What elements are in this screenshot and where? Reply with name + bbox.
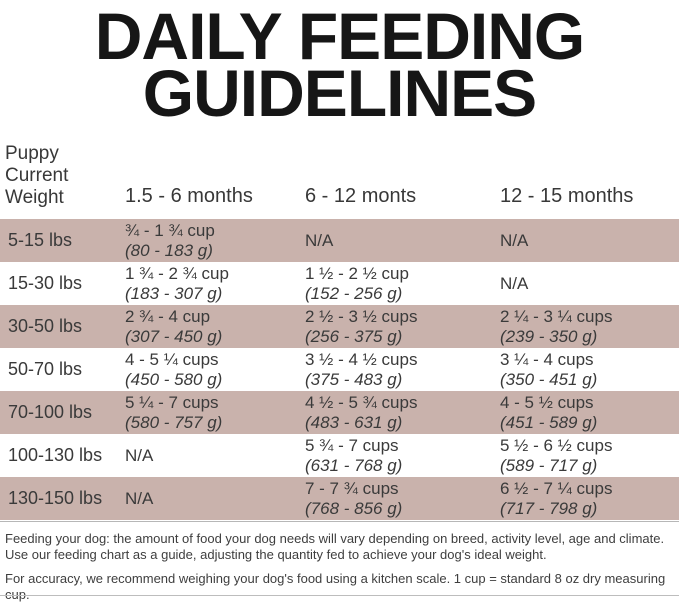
cups-value: 1 ½ - 2 ½ cup xyxy=(305,263,409,283)
grams-value: (483 - 631 g) xyxy=(305,412,403,432)
grams-value: (631 - 768 g) xyxy=(305,455,403,475)
bottom-divider xyxy=(0,595,679,596)
grams-value: (239 - 350 g) xyxy=(500,326,598,346)
weight-cell: 50-70 lbs xyxy=(8,359,83,379)
cups-value: 5 ½ - 6 ½ cups xyxy=(500,435,613,455)
grams-value: (256 - 375 g) xyxy=(305,326,403,346)
feeding-cell: 6 ½ - 7 ¼ cups (717 - 798 g) xyxy=(500,479,679,519)
feeding-cell: N/A xyxy=(305,231,500,251)
cups-value: 2 ¼ - 3 ¼ cups xyxy=(500,306,613,326)
feeding-cell: 2 ½ - 3 ½ cups (256 - 375 g) xyxy=(305,307,500,347)
cups-value: 1 ¾ - 2 ¾ cup xyxy=(125,263,229,283)
grams-value: (80 - 183 g) xyxy=(125,240,213,260)
cups-value: 4 ½ - 5 ¾ cups xyxy=(305,392,418,412)
feeding-cell: 2 ¾ - 4 cup (307 - 450 g) xyxy=(125,307,305,347)
weight-cell: 130-150 lbs xyxy=(8,488,103,508)
feeding-cell: 1 ½ - 2 ½ cup (152 - 256 g) xyxy=(305,264,500,304)
feeding-cell: 7 - 7 ¾ cups (768 - 856 g) xyxy=(305,479,500,519)
feeding-cell: 5 ¾ - 7 cups (631 - 768 g) xyxy=(305,436,500,476)
feeding-cell: 4 - 5 ½ cups (451 - 589 g) xyxy=(500,393,679,433)
grams-value: (450 - 580 g) xyxy=(125,369,223,389)
cups-value: N/A xyxy=(500,230,529,250)
page-title: DAILY FEEDING GUIDELINES xyxy=(0,0,679,130)
cups-value: 7 - 7 ¾ cups xyxy=(305,478,399,498)
footer-notes: Feeding your dog: the amount of food you… xyxy=(0,522,679,602)
feeding-cell: ¾ - 1 ¾ cup (80 - 183 g) xyxy=(125,221,305,261)
cups-value: N/A xyxy=(305,230,334,250)
grams-value: (451 - 589 g) xyxy=(500,412,598,432)
cups-value: 5 ¼ - 7 cups xyxy=(125,392,219,412)
table-header-row: Puppy Current Weight 1.5 - 6 months 6 - … xyxy=(0,143,679,209)
cups-value: N/A xyxy=(500,273,529,293)
feeding-cell: 2 ¼ - 3 ¼ cups (239 - 350 g) xyxy=(500,307,679,347)
weight-cell: 30-50 lbs xyxy=(8,316,83,336)
feeding-cell: N/A xyxy=(125,446,305,466)
weight-cell: 15-30 lbs xyxy=(8,273,83,293)
weight-header-line: Puppy xyxy=(5,143,59,164)
table-row: 15-30 lbs 1 ¾ - 2 ¾ cup (183 - 307 g) 1 … xyxy=(0,262,679,305)
grams-value: (307 - 450 g) xyxy=(125,326,223,346)
feeding-cell: N/A xyxy=(500,274,679,294)
cups-value: 3 ¼ - 4 cups xyxy=(500,349,594,369)
weight-cell: 70-100 lbs xyxy=(8,402,93,422)
footer-note-accuracy: For accuracy, we recommend weighing your… xyxy=(5,571,666,602)
feeding-cell: 3 ½ - 4 ½ cups (375 - 483 g) xyxy=(305,350,500,390)
table-row: 5-15 lbs ¾ - 1 ¾ cup (80 - 183 g) N/A N/… xyxy=(0,219,679,262)
grams-value: (589 - 717 g) xyxy=(500,455,598,475)
table-row: 100-130 lbs N/A 5 ¾ - 7 cups (631 - 768 … xyxy=(0,434,679,477)
feeding-cell: 4 ½ - 5 ¾ cups (483 - 631 g) xyxy=(305,393,500,433)
page-title-line-2: GUIDELINES xyxy=(142,56,537,130)
page-title-line-1: DAILY FEEDING xyxy=(94,0,585,73)
cups-value: 3 ½ - 4 ½ cups xyxy=(305,349,418,369)
grams-value: (768 - 856 g) xyxy=(305,498,403,518)
feeding-cell: 1 ¾ - 2 ¾ cup (183 - 307 g) xyxy=(125,264,305,304)
table-row: 70-100 lbs 5 ¼ - 7 cups (580 - 757 g) 4 … xyxy=(0,391,679,434)
grams-value: (375 - 483 g) xyxy=(305,369,403,389)
grams-value: (183 - 307 g) xyxy=(125,283,223,303)
feeding-cell: 5 ½ - 6 ½ cups (589 - 717 g) xyxy=(500,436,679,476)
weight-cell: 100-130 lbs xyxy=(8,445,103,465)
cups-value: 5 ¾ - 7 cups xyxy=(305,435,399,455)
column-header-12-15-months: 12 - 15 months xyxy=(500,185,634,207)
weight-header-line: Weight xyxy=(5,187,64,208)
cups-value: 4 - 5 ½ cups xyxy=(500,392,594,412)
weight-header-line: Current xyxy=(5,165,69,186)
cups-value: 6 ½ - 7 ¼ cups xyxy=(500,478,613,498)
cups-value: 2 ½ - 3 ½ cups xyxy=(305,306,418,326)
feeding-cell: N/A xyxy=(500,231,679,251)
table-row: 50-70 lbs 4 - 5 ¼ cups (450 - 580 g) 3 ½… xyxy=(0,348,679,391)
cups-value: N/A xyxy=(125,445,154,465)
cups-value: N/A xyxy=(125,488,154,508)
cups-value: ¾ - 1 ¾ cup xyxy=(125,220,215,240)
column-header-1-5-6-months: 1.5 - 6 months xyxy=(125,185,253,207)
footer-note-feeding: Feeding your dog: the amount of food you… xyxy=(5,531,665,562)
weight-column-header: Puppy Current Weight xyxy=(0,143,125,209)
feeding-cell: 3 ¼ - 4 cups (350 - 451 g) xyxy=(500,350,679,390)
feeding-guidelines-table: 5-15 lbs ¾ - 1 ¾ cup (80 - 183 g) N/A N/… xyxy=(0,219,679,520)
table-row: 130-150 lbs N/A 7 - 7 ¾ cups (768 - 856 … xyxy=(0,477,679,520)
table-footer-divider xyxy=(0,521,679,522)
grams-value: (152 - 256 g) xyxy=(305,283,403,303)
weight-cell: 5-15 lbs xyxy=(8,230,73,250)
cups-value: 4 - 5 ¼ cups xyxy=(125,349,219,369)
grams-value: (580 - 757 g) xyxy=(125,412,223,432)
cups-value: 2 ¾ - 4 cup xyxy=(125,306,211,326)
column-header-6-12-months: 6 - 12 monts xyxy=(305,185,417,207)
table-row: 30-50 lbs 2 ¾ - 4 cup (307 - 450 g) 2 ½ … xyxy=(0,305,679,348)
feeding-cell: N/A xyxy=(125,489,305,509)
feeding-cell: 5 ¼ - 7 cups (580 - 757 g) xyxy=(125,393,305,433)
grams-value: (717 - 798 g) xyxy=(500,498,598,518)
grams-value: (350 - 451 g) xyxy=(500,369,598,389)
feeding-cell: 4 - 5 ¼ cups (450 - 580 g) xyxy=(125,350,305,390)
